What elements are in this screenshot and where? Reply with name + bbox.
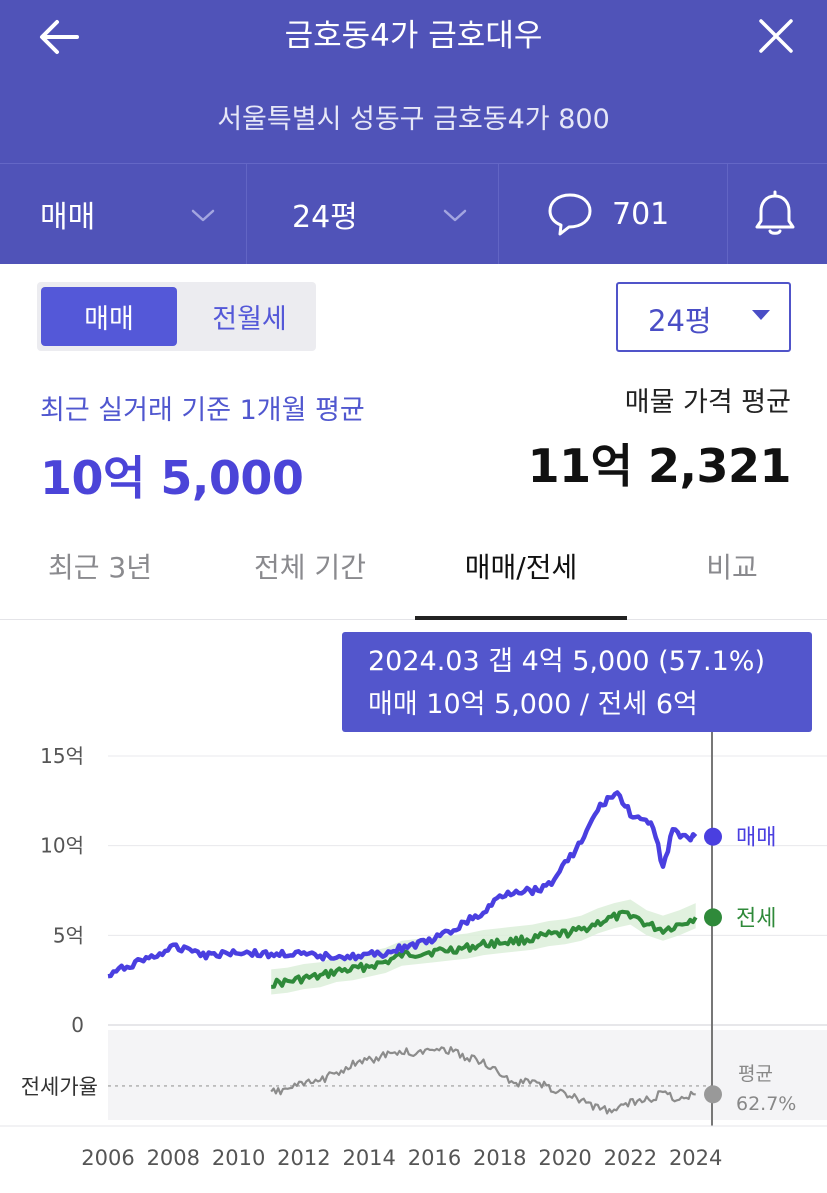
lease-range-band [271, 899, 696, 995]
tab-sale-lease[interactable]: 매매/전세 [464, 551, 578, 584]
listing-price-label: 매물 가격 평균 [624, 387, 791, 418]
toggle-sale-button[interactable]: 매매 [41, 287, 177, 346]
recent-price-label: 최근 실거래 기준 1개월 평균 [40, 395, 365, 426]
alert-button[interactable] [752, 164, 804, 264]
x-tick-label: 2008 [147, 1146, 200, 1170]
x-tick-label: 2016 [408, 1146, 461, 1170]
trade-type-dropdown[interactable]: 매매 [40, 164, 230, 264]
ratio-label: 전세가율 [21, 1075, 98, 1099]
x-tick-label: 2020 [538, 1146, 591, 1170]
sale-end-point [704, 827, 722, 846]
recent-price-value: 10억 5,000 [40, 451, 304, 505]
x-tick-label: 2010 [212, 1146, 265, 1170]
sale-line [107, 790, 698, 979]
trade-toggle: 매매 전월세 [37, 282, 316, 351]
arrow-left-icon [40, 20, 79, 54]
header-sub-bar: 매매 24평 701 [0, 163, 827, 264]
close-button[interactable] [750, 12, 802, 60]
listing-price-value: 11억 2,321 [527, 439, 792, 493]
chevron-down-icon [191, 209, 215, 222]
comment-count: 701 [612, 196, 670, 232]
lease-line [271, 909, 698, 989]
tab-all-period[interactable]: 전체 기간 [254, 551, 366, 584]
ratio-average-label: 평균 [738, 1063, 773, 1085]
trade-type-label: 매매 [40, 200, 96, 235]
divider [246, 164, 247, 264]
address-text: 서울특별시 성동구 금호동4가 800 [217, 104, 610, 135]
x-tick-label: 2024 [669, 1146, 722, 1170]
app-header: 금호동4가 금호대우 서울특별시 성동구 금호동4가 800 매매 24평 70… [0, 0, 827, 264]
tooltip-price-line: 매매 10억 5,000 / 전세 6억 [368, 689, 698, 720]
close-icon [759, 19, 793, 53]
chart-tooltip: 2024.03 갭 4억 5,000 (57.1%) 매매 10억 5,000 … [342, 632, 812, 732]
bell-icon [755, 190, 795, 235]
y-tick-label: 0 [71, 1013, 84, 1037]
x-tick-label: 2018 [473, 1146, 526, 1170]
x-tick-label: 2014 [342, 1146, 395, 1170]
y-tick-label: 5억 [53, 923, 84, 947]
tab-recent-3-years[interactable]: 최근 3년 [48, 551, 152, 584]
size-select-value: 24평 [648, 304, 712, 338]
ratio-end-point [704, 1085, 722, 1104]
series-label-sale: 매매 [736, 826, 776, 851]
area-dropdown[interactable]: 24평 [292, 164, 482, 264]
period-tabs: 최근 3년 전체 기간 매매/전세 비교 [0, 530, 827, 620]
tab-compare[interactable]: 비교 [706, 551, 758, 584]
y-tick-label: 10억 [40, 834, 84, 858]
divider [727, 164, 728, 264]
tooltip-gap-line: 2024.03 갭 4억 5,000 (57.1%) [368, 646, 765, 677]
chevron-down-icon [443, 209, 467, 222]
size-select[interactable]: 24평 [616, 282, 791, 352]
x-tick-label: 2012 [277, 1146, 330, 1170]
series-label-lease: 전세 [736, 906, 776, 931]
comments-button[interactable]: 701 [546, 164, 706, 264]
ratio-line [270, 1046, 696, 1115]
x-tick-label: 2006 [81, 1146, 134, 1170]
x-tick-label: 2022 [604, 1146, 657, 1170]
caret-down-icon [752, 310, 770, 320]
divider [498, 164, 499, 264]
speech-bubble-icon [548, 193, 592, 236]
back-button[interactable] [34, 14, 84, 60]
page-title: 금호동4가 금호대우 [284, 18, 543, 54]
ratio-band [108, 1030, 827, 1120]
lease-end-point [704, 908, 722, 927]
area-label: 24평 [292, 200, 358, 235]
y-tick-label: 15억 [40, 744, 84, 768]
active-tab-indicator [415, 616, 627, 620]
toggle-lease-button[interactable]: 전월세 [212, 304, 287, 335]
ratio-average-value: 62.7% [736, 1093, 796, 1115]
